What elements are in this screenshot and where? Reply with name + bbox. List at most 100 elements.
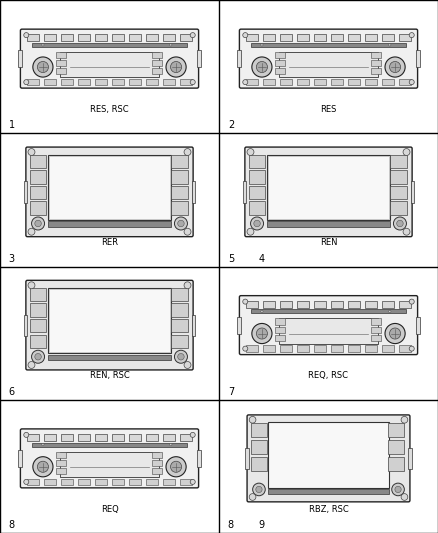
Circle shape <box>409 346 414 351</box>
Bar <box>249 155 265 168</box>
Circle shape <box>401 416 408 423</box>
Circle shape <box>385 324 405 344</box>
Bar <box>399 34 411 41</box>
Text: 6: 6 <box>9 387 15 397</box>
Circle shape <box>247 149 254 156</box>
Circle shape <box>170 61 182 72</box>
Circle shape <box>256 486 262 492</box>
Bar <box>152 460 162 466</box>
Bar <box>382 345 394 352</box>
Text: REQ, RSC: REQ, RSC <box>308 372 349 380</box>
Bar <box>348 345 360 352</box>
Bar <box>251 457 267 471</box>
Circle shape <box>33 457 53 477</box>
Circle shape <box>28 149 35 156</box>
Bar <box>44 79 56 85</box>
Bar <box>314 345 326 352</box>
Bar <box>251 440 267 454</box>
Bar <box>251 43 406 47</box>
Bar <box>280 345 292 352</box>
Bar <box>365 301 377 308</box>
Bar <box>48 288 171 353</box>
Bar <box>389 423 404 438</box>
Circle shape <box>28 361 35 368</box>
Circle shape <box>190 479 195 484</box>
Circle shape <box>190 79 195 85</box>
Bar <box>268 156 389 219</box>
Bar <box>180 34 192 41</box>
Bar <box>390 170 406 184</box>
Bar <box>56 468 66 474</box>
Bar <box>348 79 360 85</box>
Bar <box>30 201 46 215</box>
Bar <box>152 52 162 58</box>
Text: 3: 3 <box>9 254 15 263</box>
Bar <box>280 79 292 85</box>
Bar <box>95 34 107 41</box>
Bar <box>251 423 267 438</box>
Bar <box>275 335 285 341</box>
Bar <box>30 319 46 333</box>
Bar <box>28 479 39 485</box>
Bar <box>129 34 141 41</box>
Circle shape <box>32 217 45 230</box>
Circle shape <box>389 328 401 339</box>
Bar <box>171 201 187 215</box>
Circle shape <box>184 282 191 289</box>
Bar <box>112 79 124 85</box>
FancyBboxPatch shape <box>240 29 417 88</box>
Bar <box>197 50 201 67</box>
Bar <box>30 186 46 199</box>
Bar <box>56 68 66 74</box>
Bar <box>245 448 249 469</box>
Bar <box>251 310 406 313</box>
Bar <box>129 479 141 485</box>
Circle shape <box>170 461 182 472</box>
Bar <box>314 79 326 85</box>
Bar <box>28 79 39 85</box>
Bar <box>152 68 162 74</box>
Bar <box>371 52 381 58</box>
Bar <box>18 450 22 467</box>
Circle shape <box>261 310 263 312</box>
Bar <box>78 79 90 85</box>
Bar <box>152 60 162 66</box>
Text: REQ: REQ <box>101 505 118 513</box>
Bar <box>44 479 56 485</box>
Text: 9: 9 <box>258 520 265 530</box>
FancyBboxPatch shape <box>21 29 198 88</box>
Bar <box>30 288 46 301</box>
Bar <box>180 434 192 441</box>
Bar <box>95 79 107 85</box>
Bar <box>56 460 66 466</box>
FancyBboxPatch shape <box>247 415 410 502</box>
Circle shape <box>184 149 191 156</box>
Bar <box>371 335 381 341</box>
Bar <box>192 181 195 203</box>
Bar <box>49 289 170 352</box>
Circle shape <box>409 79 414 85</box>
Circle shape <box>28 228 35 235</box>
Bar <box>171 303 187 317</box>
Bar <box>249 201 265 215</box>
FancyBboxPatch shape <box>245 147 412 237</box>
Bar <box>263 345 275 352</box>
Bar <box>24 314 27 336</box>
Circle shape <box>174 350 187 364</box>
Text: 1: 1 <box>9 120 15 130</box>
Bar <box>237 317 241 334</box>
Text: 5: 5 <box>228 254 234 263</box>
Bar <box>48 221 171 227</box>
Circle shape <box>243 33 248 38</box>
Bar <box>267 155 390 220</box>
Bar <box>78 479 90 485</box>
Bar <box>78 34 90 41</box>
Circle shape <box>403 228 410 235</box>
Bar <box>416 50 420 67</box>
Bar <box>279 52 378 77</box>
Bar <box>61 34 73 41</box>
Circle shape <box>35 353 41 360</box>
Circle shape <box>24 432 29 438</box>
Text: 4: 4 <box>258 254 265 263</box>
Bar <box>268 422 389 488</box>
